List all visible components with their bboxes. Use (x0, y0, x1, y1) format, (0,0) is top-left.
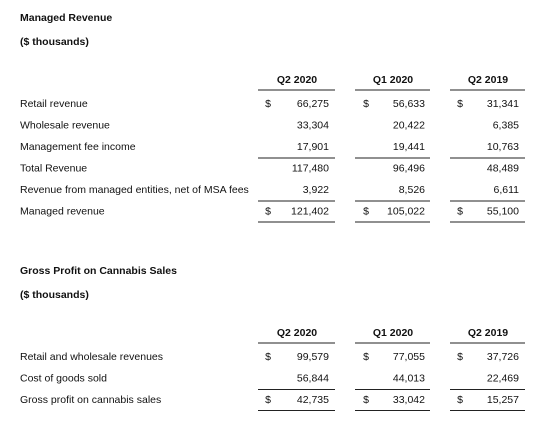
currency-sign: $ (363, 394, 369, 406)
section-subtitle: ($ thousands) (20, 289, 89, 301)
section-title: Gross Profit on Cannabis Sales (20, 265, 177, 277)
cell-value: 56,844 (297, 372, 329, 384)
currency-sign: $ (363, 205, 369, 217)
cell-value: 6,385 (493, 119, 519, 131)
currency-sign: $ (265, 98, 271, 110)
column-header: Q2 2019 (468, 74, 508, 86)
row-label: Retail and wholesale revenues (20, 351, 163, 363)
cell-value: 19,441 (393, 141, 425, 153)
cell-value: 15,257 (487, 394, 519, 406)
cell-value: 56,633 (393, 98, 425, 110)
currency-sign: $ (457, 205, 463, 217)
section-subtitle: ($ thousands) (20, 36, 89, 48)
row-label: Managed revenue (20, 205, 105, 217)
cell-value: 33,042 (393, 394, 425, 406)
cell-value: 6,611 (494, 184, 520, 196)
cell-value: 66,275 (297, 98, 329, 110)
cell-value: 99,579 (297, 351, 329, 363)
cell-value: 10,763 (487, 141, 519, 153)
cell-value: 117,480 (292, 162, 329, 174)
row-label: Revenue from managed entities, net of MS… (20, 184, 249, 196)
section-title: Managed Revenue (20, 12, 112, 24)
cell-value: 55,100 (487, 205, 519, 217)
row-label: Wholesale revenue (20, 119, 110, 131)
cell-value: 8,526 (399, 184, 425, 196)
row-label: Retail revenue (20, 98, 88, 110)
currency-sign: $ (457, 98, 463, 110)
cell-value: 3,922 (303, 184, 329, 196)
column-header: Q2 2020 (277, 74, 317, 86)
cell-value: 121,402 (291, 205, 329, 217)
cell-value: 17,901 (297, 141, 329, 153)
cell-value: 44,013 (393, 372, 425, 384)
cell-value: 20,422 (393, 119, 425, 131)
currency-sign: $ (457, 394, 463, 406)
row-label: Gross profit on cannabis sales (20, 394, 161, 406)
column-header: Q2 2019 (468, 327, 508, 339)
currency-sign: $ (457, 351, 463, 363)
column-header: Q1 2020 (373, 327, 413, 339)
cell-value: 22,469 (487, 372, 519, 384)
cell-value: 42,735 (297, 394, 329, 406)
cell-value: 37,726 (487, 351, 519, 363)
cell-value: 33,304 (297, 119, 329, 131)
column-header: Q1 2020 (373, 74, 413, 86)
cell-value: 77,055 (393, 351, 425, 363)
currency-sign: $ (363, 98, 369, 110)
currency-sign: $ (265, 351, 271, 363)
row-label: Cost of goods sold (20, 372, 107, 384)
row-label: Management fee income (20, 141, 136, 153)
currency-sign: $ (265, 205, 271, 217)
cell-value: 96,496 (393, 162, 425, 174)
cell-value: 48,489 (487, 162, 519, 174)
column-header: Q2 2020 (277, 327, 317, 339)
cell-value: 31,341 (487, 98, 519, 110)
cell-value: 105,022 (387, 205, 425, 217)
currency-sign: $ (363, 351, 369, 363)
row-label: Total Revenue (20, 162, 87, 174)
currency-sign: $ (265, 394, 271, 406)
